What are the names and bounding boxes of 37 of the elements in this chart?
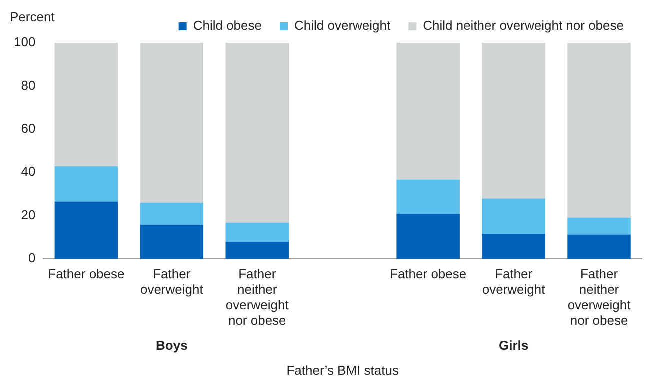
x-tick-label: Father overweight xyxy=(140,266,204,297)
bar xyxy=(568,218,631,235)
bar xyxy=(226,242,289,259)
x-tick-label: Father neither overweight nor obese xyxy=(568,266,632,328)
text: Girls xyxy=(498,338,529,354)
y-tick-label: 60 xyxy=(21,120,36,136)
x-tick-label: Father obese xyxy=(390,266,467,282)
bar xyxy=(396,180,460,214)
bar xyxy=(396,214,460,259)
legend-label: Child neither overweight nor obese xyxy=(423,18,624,34)
bar xyxy=(140,43,204,203)
y-tick-label: 100 xyxy=(14,34,36,50)
x-tick-label: Father overweight xyxy=(482,266,546,297)
bar xyxy=(54,43,118,167)
bar xyxy=(482,198,546,234)
y-axis-title: Percent xyxy=(10,10,56,25)
bar xyxy=(140,202,204,225)
bar xyxy=(396,43,460,180)
legend-label: Child overweight xyxy=(294,18,391,34)
bar xyxy=(482,234,546,259)
bar xyxy=(226,222,289,242)
x-tick-label: Father obese xyxy=(48,266,125,282)
x-tick-label: Father neither overweight nor obese xyxy=(226,266,290,328)
x-axis-title: Father’s BMI status xyxy=(286,362,400,378)
bar xyxy=(54,202,118,259)
bar xyxy=(226,43,289,223)
legend-label: Child obese xyxy=(193,18,262,34)
bar xyxy=(568,234,631,259)
y-tick-label: 80 xyxy=(21,78,36,93)
y-tick-label: 20 xyxy=(21,207,36,222)
y-tick-label: 40 xyxy=(21,164,36,180)
bar xyxy=(54,166,118,202)
bar xyxy=(482,43,546,199)
y-tick-label: 0 xyxy=(28,250,36,266)
bar xyxy=(568,43,631,218)
text: Boys xyxy=(156,338,188,354)
bar xyxy=(140,224,204,259)
